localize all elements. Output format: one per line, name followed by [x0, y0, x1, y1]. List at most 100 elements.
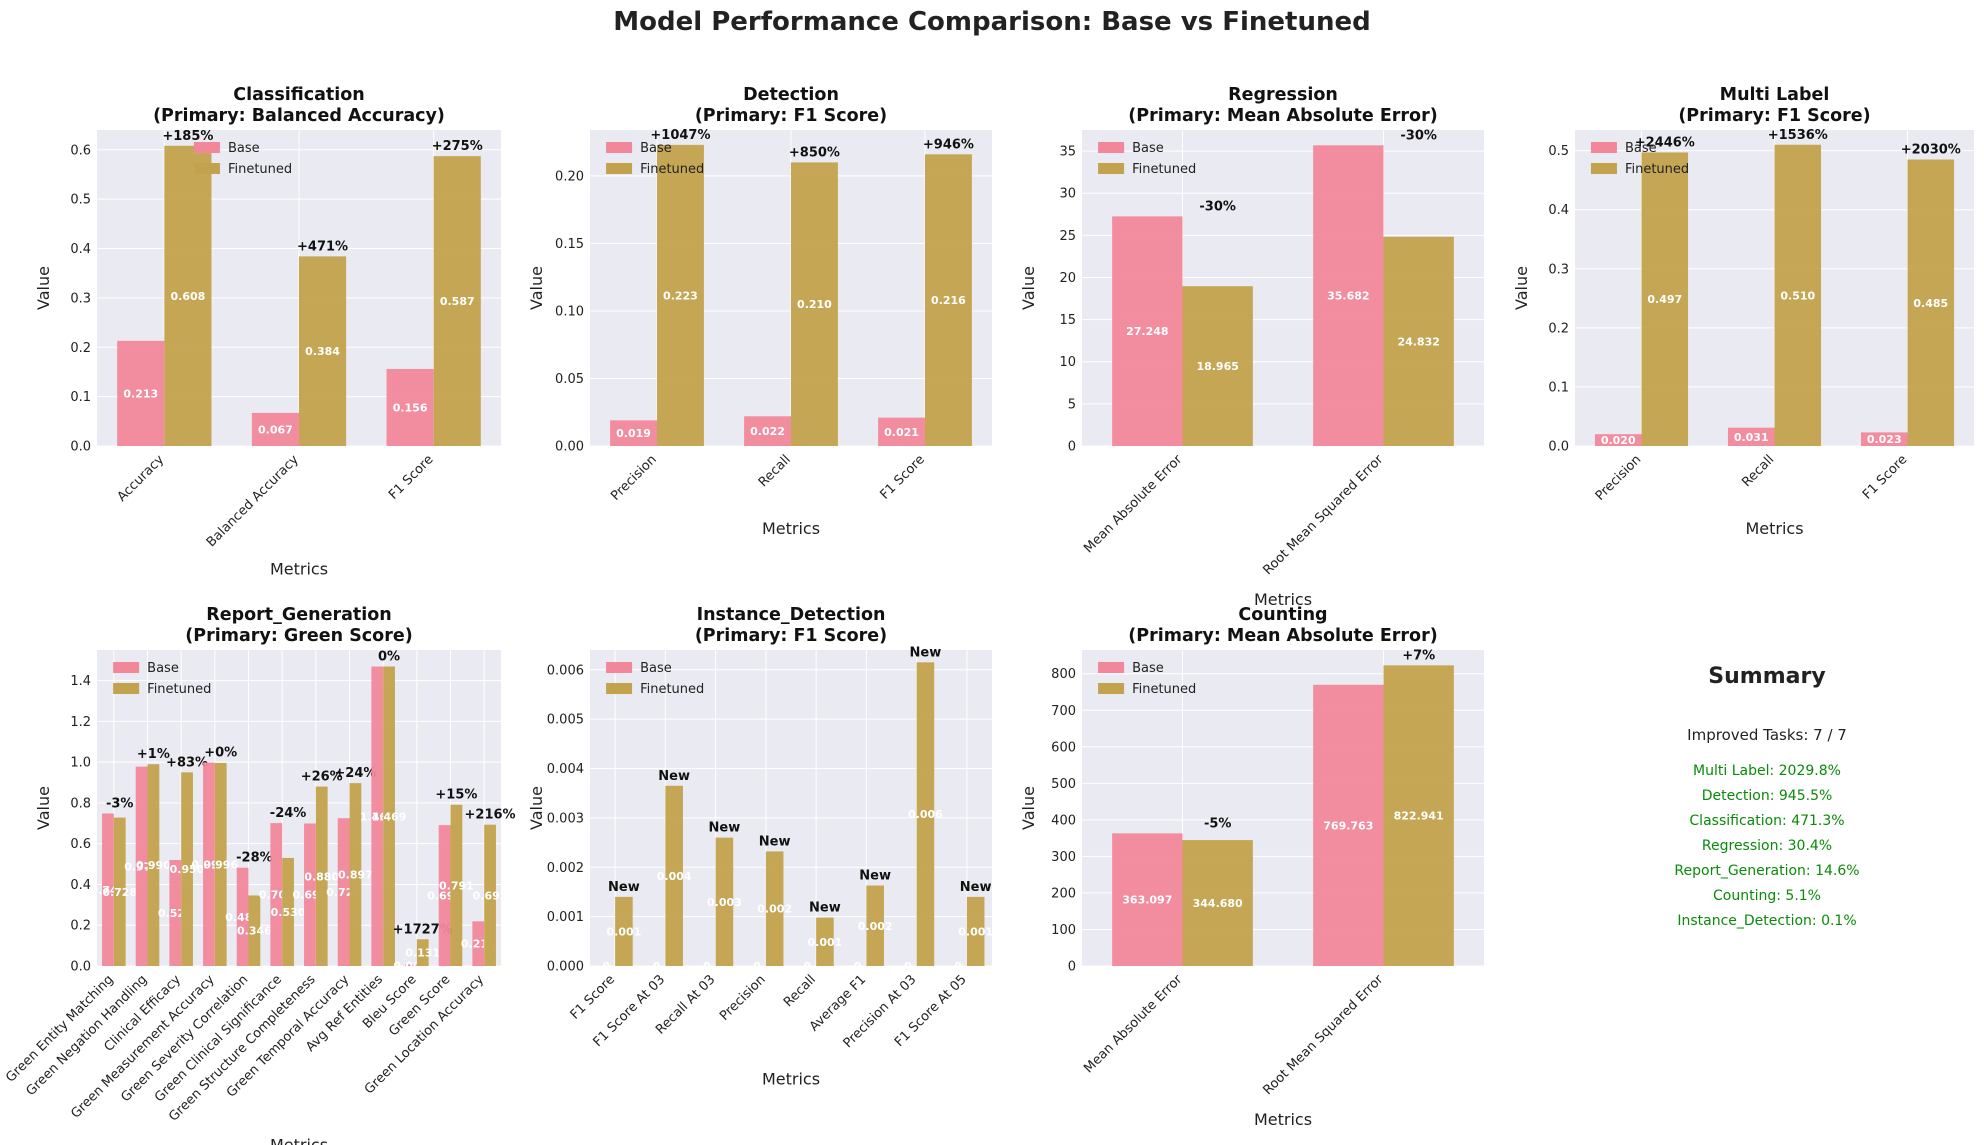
- bar-finetuned: [164, 145, 212, 447]
- change-label: +2030%: [1901, 143, 1961, 158]
- y-axis-label: Value: [34, 266, 53, 310]
- chart-subtitle: (Primary: F1 Score): [1678, 106, 1870, 126]
- chart-title: Report_Generation: [206, 605, 392, 625]
- y-tick-label: 0.1: [70, 390, 91, 405]
- x-tick-label: Mean Absolute Error: [1081, 972, 1186, 1077]
- legend-swatch-finetuned: [606, 683, 633, 694]
- bar-finetuned: [1774, 144, 1822, 446]
- bar-finetuned: [925, 154, 972, 447]
- x-tick-label: Precision: [717, 972, 769, 1024]
- y-tick-label: 0.10: [555, 304, 584, 319]
- y-tick-label: 0.5: [70, 193, 91, 208]
- bar-finetuned: [791, 162, 838, 446]
- bar-base: [304, 823, 316, 966]
- chart-report_generation: 0.00.20.40.60.81.01.21.40.7480.728-3%0.9…: [3, 605, 515, 1145]
- y-tick-label: 0: [1068, 440, 1076, 455]
- change-label: -28%: [236, 851, 273, 866]
- y-tick-label: 0.0: [70, 440, 91, 455]
- bar-value-label: 0.693: [473, 889, 508, 902]
- legend-swatch-finetuned: [1590, 163, 1617, 174]
- chart-title: Counting: [1238, 605, 1327, 625]
- change-label: +0%: [204, 746, 237, 761]
- x-tick-label: F1 Score: [386, 452, 436, 502]
- change-label: New: [960, 880, 992, 895]
- summary-line: Report_Generation: 14.6%: [1674, 863, 1859, 879]
- bar-base: [878, 417, 925, 446]
- change-label: New: [608, 880, 640, 895]
- chart-title: Multi Label: [1720, 85, 1830, 105]
- summary-line: Multi Label: 2029.8%: [1693, 763, 1841, 779]
- legend-label-finetuned: Finetuned: [228, 162, 292, 177]
- legend-label-finetuned: Finetuned: [1625, 162, 1689, 177]
- bar-finetuned: [181, 772, 193, 966]
- bar-value-label: 35.682: [1327, 290, 1369, 303]
- bar-value-label: 0.023: [1867, 433, 1902, 446]
- bar-base: [744, 416, 791, 446]
- y-tick-label: 0.1: [1548, 380, 1569, 395]
- y-tick-label: 1.4: [70, 674, 91, 689]
- bar-value-label: 0.067: [258, 423, 293, 436]
- y-tick-label: 25: [1059, 229, 1076, 244]
- y-tick-label: 0.8: [70, 796, 91, 811]
- bar-value-label: 0.990: [136, 859, 171, 872]
- change-label: +216%: [465, 808, 516, 823]
- change-label: +185%: [162, 129, 213, 144]
- legend-label-base: Base: [640, 141, 672, 156]
- x-axis-label: Metrics: [762, 1069, 820, 1088]
- bar-value-label: 0.019: [616, 427, 651, 440]
- bar-value-label: 0.156: [393, 401, 428, 414]
- bar-finetuned: [484, 824, 496, 966]
- legend-swatch-finetuned: [606, 163, 633, 174]
- change-label: +26%: [301, 770, 343, 785]
- bar-value-label: 0: [954, 960, 962, 973]
- y-tick-label: 0.3: [70, 291, 91, 306]
- legend-label-base: Base: [1132, 141, 1164, 156]
- bar-value-label: 27.248: [1126, 325, 1168, 338]
- bar-finetuned: [433, 156, 481, 446]
- bar-value-label: 0.950: [170, 863, 205, 876]
- bar-finetuned: [1182, 840, 1253, 966]
- y-tick-label: 100: [1051, 923, 1076, 938]
- y-axis-label: Value: [527, 786, 546, 830]
- chart-panels: 0.00.10.20.30.40.50.60.2130.608+185%0.06…: [3, 85, 1974, 1145]
- legend-swatch-finetuned: [193, 163, 220, 174]
- bar-finetuned: [450, 804, 463, 966]
- change-label: +946%: [923, 137, 974, 152]
- bar-base: [1112, 216, 1183, 446]
- x-tick-label: Balanced Accuracy: [204, 452, 302, 550]
- summary-line: Regression: 30.4%: [1702, 838, 1832, 854]
- bar-value-label: 0.587: [440, 295, 475, 308]
- change-label: -30%: [1199, 199, 1236, 214]
- y-tick-label: 400: [1051, 813, 1076, 828]
- y-axis-label: Value: [1019, 266, 1038, 310]
- bar-value-label: 0.213: [123, 387, 158, 400]
- chart-detection: 0.00 0.05 0.10 0.15 0.20 0.019 0.223 +1047% 0.02…: [527, 85, 992, 538]
- bar-base: [1594, 434, 1642, 446]
- bar-finetuned: [715, 837, 734, 966]
- chart-title: Instance_Detection: [697, 605, 886, 625]
- summary-title: Summary: [1708, 664, 1825, 689]
- change-label: -24%: [270, 806, 307, 821]
- change-label: New: [759, 834, 791, 849]
- chart-counting: 0 100 200 300 400 500 600 700 800 363.097 344.680 -…: [1019, 605, 1484, 1129]
- y-tick-label: 0.20: [555, 169, 584, 184]
- bar-base: [135, 766, 148, 966]
- chart-subtitle: (Primary: Mean Absolute Error): [1128, 106, 1437, 126]
- x-tick-label: Recall: [781, 972, 819, 1010]
- y-tick-label: 0: [1068, 960, 1076, 975]
- bar-value-label: 0.485: [1913, 297, 1948, 310]
- summary-line: Instance_Detection: 0.1%: [1677, 913, 1856, 929]
- legend-swatch-base: [606, 142, 633, 153]
- bar-base: [236, 867, 249, 966]
- bar-finetuned: [1182, 286, 1253, 446]
- bar-value-label: 0.608: [171, 290, 206, 303]
- legend-swatch-finetuned: [113, 683, 140, 694]
- bar-value-label: 0.530: [271, 906, 306, 919]
- bar-value-label: 0.210: [797, 298, 832, 311]
- legend-label-finetuned: Finetuned: [640, 162, 704, 177]
- change-label: +1%: [137, 747, 170, 762]
- bar-finetuned: [299, 256, 347, 446]
- bar-base: [371, 666, 384, 966]
- figure-title: Model Performance Comparison: Base vs Fi…: [613, 7, 1370, 37]
